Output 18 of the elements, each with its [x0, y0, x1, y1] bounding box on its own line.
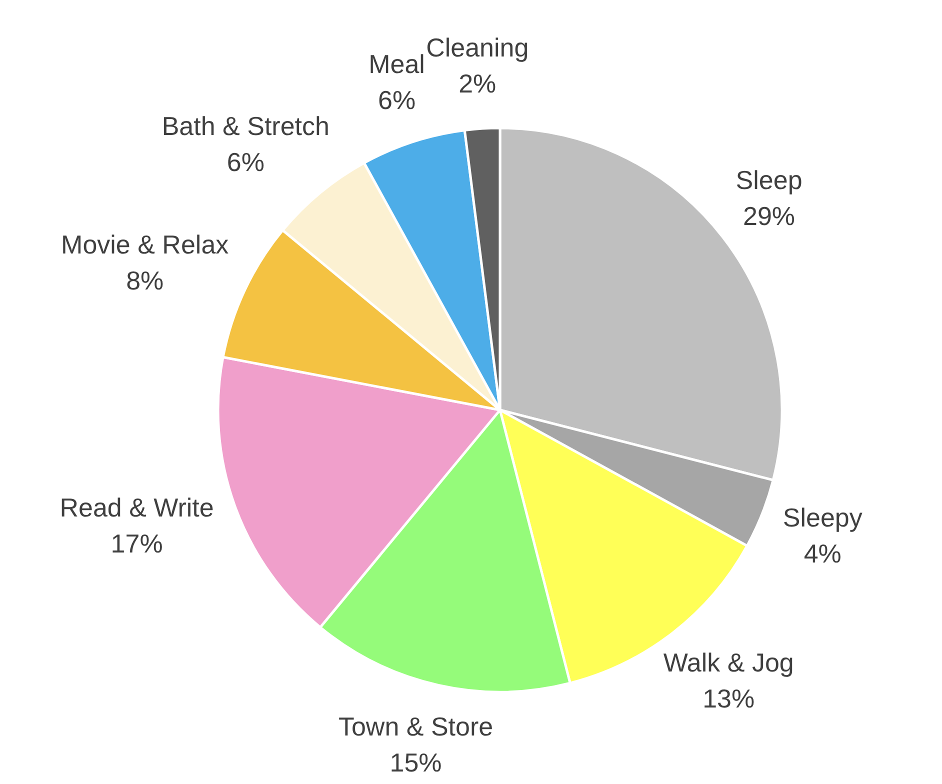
data-label: 4%	[804, 538, 842, 569]
data-label: 2%	[458, 68, 496, 99]
data-label: 17%	[110, 528, 163, 558]
slice-label: Walk & Jog	[663, 648, 794, 678]
slice-label: Read & Write	[60, 492, 214, 522]
data-label: 6%	[226, 146, 264, 177]
slice-label: Movie & Relax	[61, 229, 229, 260]
slice-label: Sleepy	[782, 502, 862, 533]
slice-label: Meal	[368, 48, 425, 79]
data-label: 29%	[743, 201, 796, 232]
data-label: 8%	[126, 265, 164, 296]
data-label: 15%	[390, 748, 442, 778]
slice-label: Cleaning	[426, 32, 529, 63]
data-label: 6%	[378, 84, 416, 115]
slice-label: Bath & Stretch	[162, 110, 330, 141]
slice-label: Sleep	[736, 165, 802, 196]
data-label: 13%	[702, 684, 755, 714]
slice-label: Town & Store	[338, 712, 494, 742]
